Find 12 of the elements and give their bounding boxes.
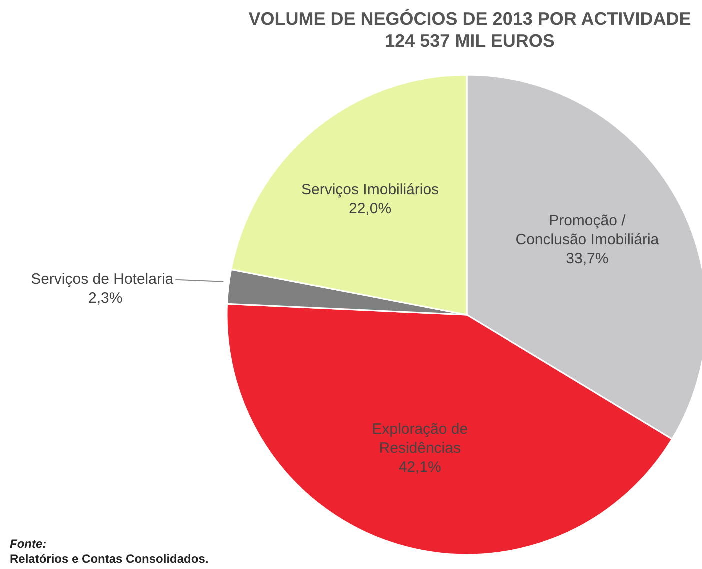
slice-label: Serviços de Hotelaria bbox=[31, 270, 174, 288]
data-label: 2,3% bbox=[88, 290, 123, 307]
data-label: 22,0% bbox=[349, 200, 392, 218]
slice-label: Exploração de Residências bbox=[372, 420, 468, 457]
text: Relatórios e Contas Consolidados. bbox=[10, 552, 209, 567]
chart-subtitle: 124 537 MIL EUROS bbox=[384, 30, 556, 52]
chart-title: VOLUME DE NEGÓCIOS DE 2013 POR ACTIVIDADE bbox=[248, 8, 692, 30]
data-label: 33,7% bbox=[566, 250, 609, 268]
slice-label: Serviços Imobiliários bbox=[302, 181, 440, 198]
source-note: Fonte: bbox=[10, 537, 48, 552]
data-label: 42,1% bbox=[398, 458, 442, 476]
slice-label: Promoção / Conclusão Imobiliária bbox=[516, 212, 660, 248]
